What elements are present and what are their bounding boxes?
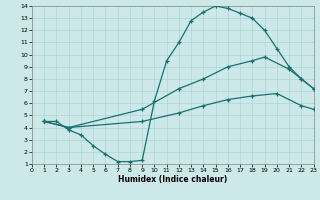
X-axis label: Humidex (Indice chaleur): Humidex (Indice chaleur)	[118, 175, 228, 184]
